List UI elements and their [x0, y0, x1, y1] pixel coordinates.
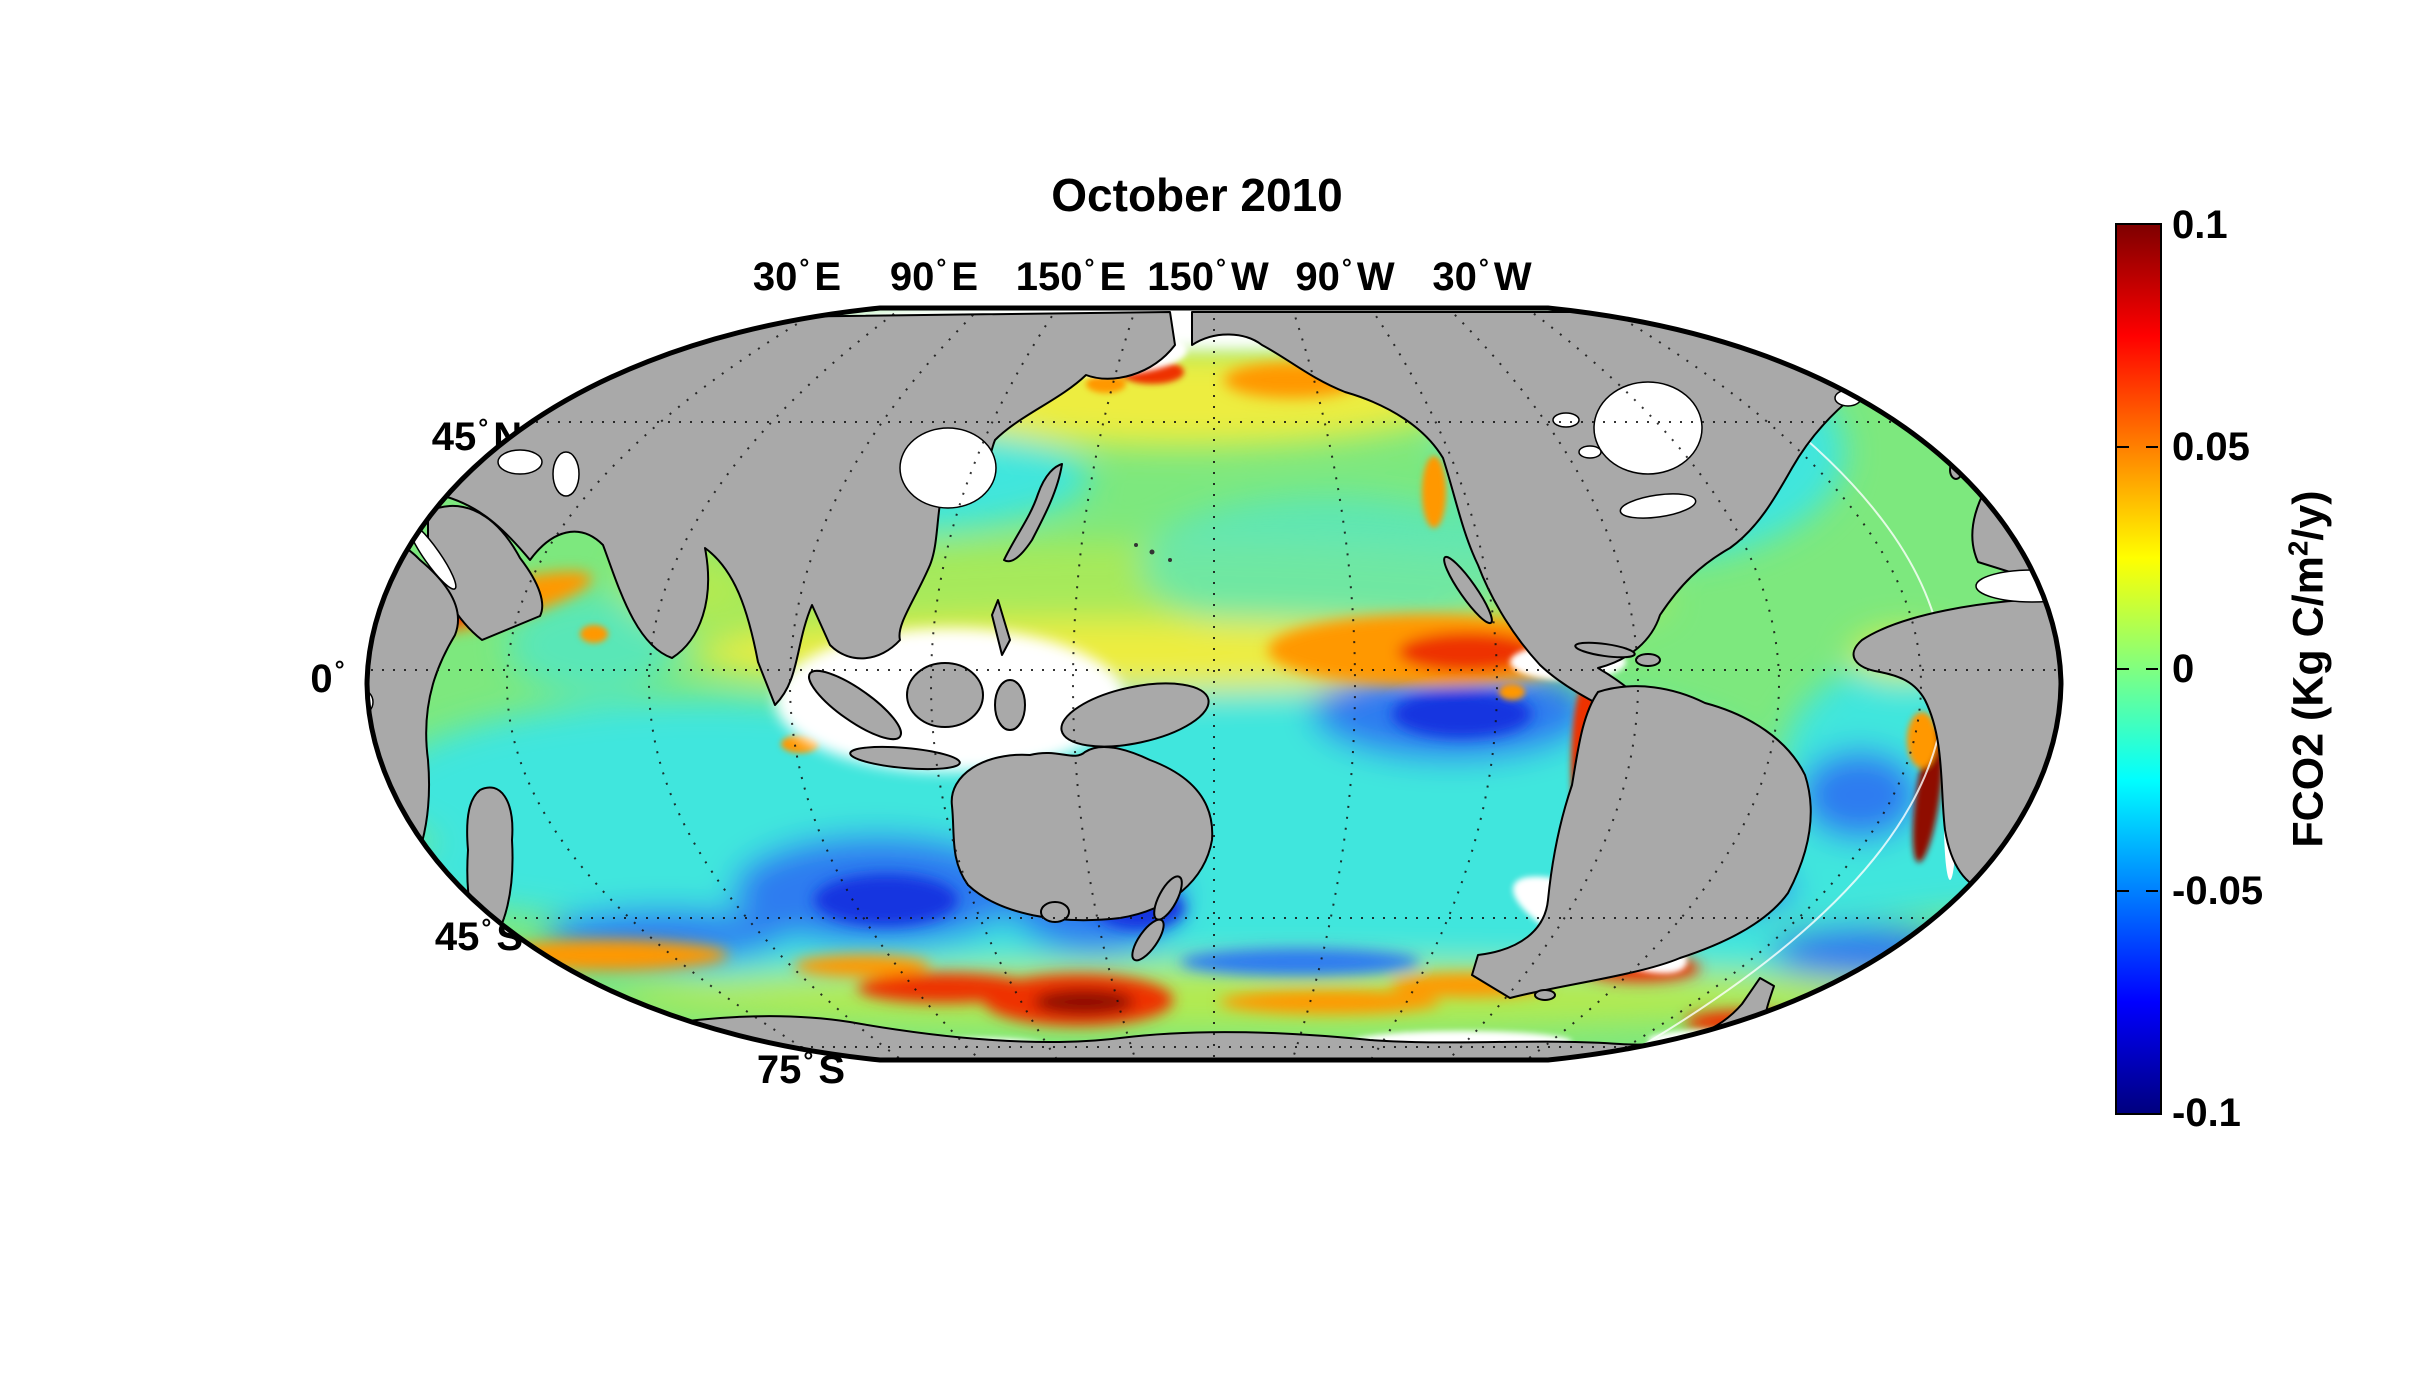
great-bear-lake — [1552, 412, 1580, 428]
land-africa-east — [367, 518, 460, 946]
colorbar-tick-m0p1: -0.1 — [2172, 1091, 2241, 1135]
hudson-bay — [1593, 381, 1703, 475]
greenland-ice-cap — [1859, 324, 1951, 376]
colorbar-tickmark — [2146, 446, 2158, 448]
baltic-sea — [514, 384, 546, 412]
caspian-sea — [552, 451, 580, 497]
lon-label-30E: 30° E — [752, 254, 842, 299]
colorbar-tickmark — [2117, 668, 2129, 670]
land-sulawesi — [994, 679, 1026, 731]
land-north-america — [1191, 311, 1891, 723]
colorbar-tickmark — [2117, 446, 2129, 448]
land-eurasia — [367, 311, 1176, 706]
superscript-2: 2 — [2282, 540, 2314, 557]
degree-symbol: ° — [799, 254, 810, 282]
land-falklands — [1534, 989, 1556, 1001]
degree-symbol: ° — [478, 414, 489, 442]
lon-label-150E: 150° E — [1015, 254, 1127, 299]
degree-symbol: ° — [1478, 254, 1489, 282]
colorbar-tickmark — [2146, 668, 2158, 670]
land-new-zealand-south — [1131, 918, 1165, 962]
land-java — [849, 745, 961, 771]
flux-streak-benguela-upwelling — [1912, 727, 1944, 863]
great-lakes — [1619, 493, 1697, 519]
land-baja-california — [1443, 555, 1493, 625]
land-hispaniola — [1635, 653, 1661, 667]
land-sumatra — [808, 669, 902, 741]
sea-of-okhotsk — [899, 427, 997, 509]
lat-label-0: 0° — [310, 656, 345, 701]
lon-label-90W: 90° W — [1295, 254, 1395, 299]
degree-symbol: ° — [1215, 254, 1226, 282]
colorbar-tick-0p1: 0.1 — [2172, 203, 2228, 247]
colorbar-tick-0p05: 0.05 — [2172, 425, 2250, 469]
land-greenland — [1841, 311, 1970, 400]
land-new-guinea — [1060, 682, 1210, 748]
black-sea — [497, 449, 543, 475]
colorbar-axis-label: FCO2 (Kg C/m2/y) — [2282, 490, 2333, 848]
land-tasmania — [1040, 901, 1070, 923]
land-cuba — [1574, 641, 1636, 659]
degree-symbol: ° — [1084, 254, 1095, 282]
land-south-america — [1471, 685, 1812, 999]
land-philippines — [991, 599, 1011, 656]
degree-symbol: ° — [334, 656, 345, 684]
degree-symbol: ° — [936, 254, 947, 282]
lon-label-90E: 90° E — [889, 254, 979, 299]
continents — [367, 311, 2061, 1060]
white-sea-notch — [428, 330, 512, 366]
lon-label-150W: 150° W — [1147, 254, 1269, 299]
degree-symbol: ° — [1341, 254, 1352, 282]
figure-title: October 2010 — [1051, 169, 1343, 221]
land-borneo — [906, 662, 984, 728]
colorbar-tickmark — [2117, 890, 2129, 892]
land-british-isles — [1961, 436, 1983, 468]
great-slave-lake — [1578, 445, 1602, 459]
degree-symbol: ° — [481, 914, 492, 942]
degree-symbol: ° — [803, 1047, 814, 1075]
colorbar-tick-0: 0 — [2172, 647, 2195, 691]
land-japan — [1003, 463, 1063, 563]
hawaii-islands — [1134, 543, 1172, 562]
flux-spot-california-coast — [1422, 456, 1446, 528]
lon-label-30W: 30° W — [1432, 254, 1532, 299]
land-australia — [950, 745, 1214, 922]
colorbar-tickmark — [2146, 890, 2158, 892]
map-outline — [364, 305, 2064, 1063]
colorbar-tick-m0p05: -0.05 — [2172, 869, 2264, 913]
graticule — [367, 308, 2061, 1060]
